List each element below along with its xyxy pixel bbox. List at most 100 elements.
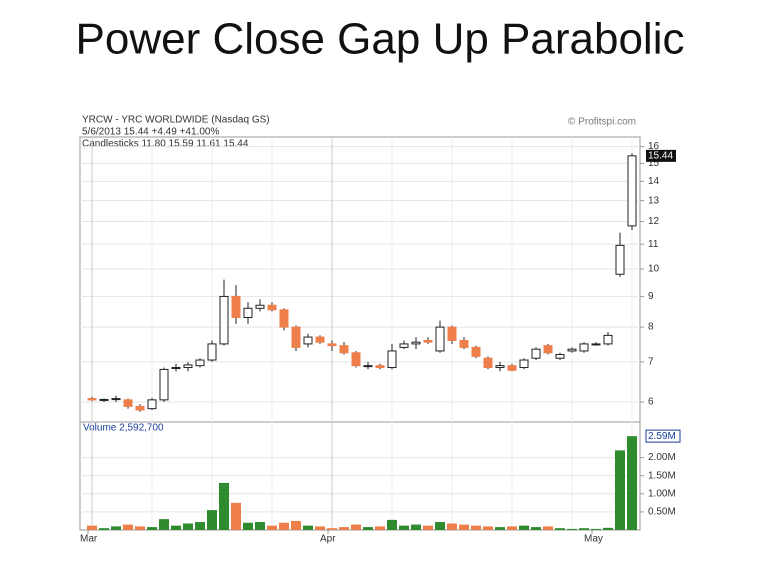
y-tick-label: 16 xyxy=(648,141,660,152)
volume-bar xyxy=(411,524,421,530)
volume-bar xyxy=(339,527,349,530)
volume-bar xyxy=(579,528,589,530)
volume-bar xyxy=(615,450,625,530)
header-line: Candlesticks 11.80 15.59 11.61 15.44 xyxy=(82,139,249,150)
y-tick-label: 8 xyxy=(648,322,654,333)
volume-bar xyxy=(243,522,253,530)
volume-bar xyxy=(567,528,577,530)
candle-body xyxy=(303,336,313,345)
y-tick-label: 15 xyxy=(648,158,660,169)
volume-bar xyxy=(471,525,481,530)
candle-body xyxy=(339,345,349,354)
header-line: YRCW - YRC WORLDWIDE (Nasdaq GS) xyxy=(82,115,270,126)
y-tick-label: 9 xyxy=(648,291,654,302)
volume-bar xyxy=(267,525,277,530)
candle-body xyxy=(207,343,217,361)
y-tick-label: 10 xyxy=(648,264,660,275)
candle-body xyxy=(435,326,445,352)
candle-body xyxy=(423,339,433,343)
candle-body xyxy=(579,343,589,352)
candle-body xyxy=(327,343,337,347)
volume-bar xyxy=(531,527,541,530)
y-tick-label: 1.00M xyxy=(648,488,676,499)
volume-bar xyxy=(279,522,289,530)
x-tick-label: May xyxy=(584,534,603,545)
candle-body xyxy=(555,354,565,359)
candle-body xyxy=(231,295,241,319)
candle-body xyxy=(387,350,397,369)
candle-body xyxy=(543,345,553,354)
candle-body xyxy=(363,365,373,368)
candle-body xyxy=(159,368,169,401)
y-tick-label: 11 xyxy=(648,239,659,250)
candle-body xyxy=(279,309,289,328)
volume-bar xyxy=(435,522,445,530)
volume-bar xyxy=(351,524,361,530)
volume-bar xyxy=(375,526,385,530)
volume-bar xyxy=(183,523,193,530)
y-tick-label: 2.00M xyxy=(648,452,676,463)
header-line: 5/6/2013 15.44 +4.49 +41.00% xyxy=(82,127,219,138)
candle-body xyxy=(255,304,265,309)
candle-body xyxy=(603,334,613,345)
candle-body xyxy=(567,348,577,352)
candle-body xyxy=(495,365,505,369)
candle-body xyxy=(351,352,361,367)
volume-bar xyxy=(171,525,181,530)
volume-bar xyxy=(231,502,241,530)
candle-body xyxy=(411,341,421,345)
volume-bar xyxy=(483,526,493,530)
candle-body xyxy=(591,343,601,346)
candle-body xyxy=(195,359,205,367)
volume-bar xyxy=(99,528,109,530)
volume-bar xyxy=(327,528,337,530)
last-volume-tag xyxy=(645,429,681,443)
volume-bar xyxy=(627,436,637,530)
volume-title: Volume 2,592,700 xyxy=(83,423,164,434)
volume-bar xyxy=(387,519,397,530)
y-tick-label: 7 xyxy=(648,357,654,368)
volume-bar xyxy=(495,527,505,530)
x-tick-label: Apr xyxy=(320,534,336,545)
volume-bar xyxy=(555,528,565,530)
volume-bar xyxy=(363,527,373,530)
candle-body xyxy=(219,295,229,345)
volume-bar xyxy=(123,524,133,530)
last-price-tag xyxy=(646,149,676,162)
candle-body xyxy=(267,304,277,311)
candle-body xyxy=(171,367,181,370)
candle-body xyxy=(447,326,457,341)
volume-bar xyxy=(219,482,229,530)
candle-body xyxy=(99,398,109,401)
candle-body xyxy=(531,348,541,359)
last-price-label: 15.44 xyxy=(648,151,673,162)
volume-bar xyxy=(159,519,169,530)
candle-body xyxy=(483,357,493,369)
candle-body xyxy=(627,155,637,227)
y-tick-label: 13 xyxy=(648,195,660,206)
y-tick-label: 12 xyxy=(648,216,660,227)
chart-frame xyxy=(79,136,641,531)
credit: © Profitspi.com xyxy=(568,117,636,128)
candle-body xyxy=(291,326,301,348)
y-tick-label: 1.50M xyxy=(648,470,676,481)
y-tick-label: 6 xyxy=(648,397,654,408)
candle-body xyxy=(615,244,625,275)
y-tick-label: 14 xyxy=(648,176,660,187)
volume-bar xyxy=(87,525,97,530)
candle-body xyxy=(471,346,481,357)
candle-body xyxy=(519,359,529,369)
volume-bar xyxy=(291,520,301,530)
volume-bar xyxy=(255,522,265,530)
volume-bar xyxy=(507,526,517,530)
candle-body xyxy=(147,399,157,410)
volume-bar xyxy=(399,525,409,530)
volume-bar xyxy=(147,527,157,530)
candle-body xyxy=(111,398,121,401)
y-tick-label: 0.50M xyxy=(648,507,676,518)
candle-body xyxy=(123,399,133,407)
candle-body xyxy=(375,365,385,369)
volume-bar xyxy=(135,526,145,530)
candle-body xyxy=(459,339,469,348)
x-tick-label: Mar xyxy=(80,534,98,545)
